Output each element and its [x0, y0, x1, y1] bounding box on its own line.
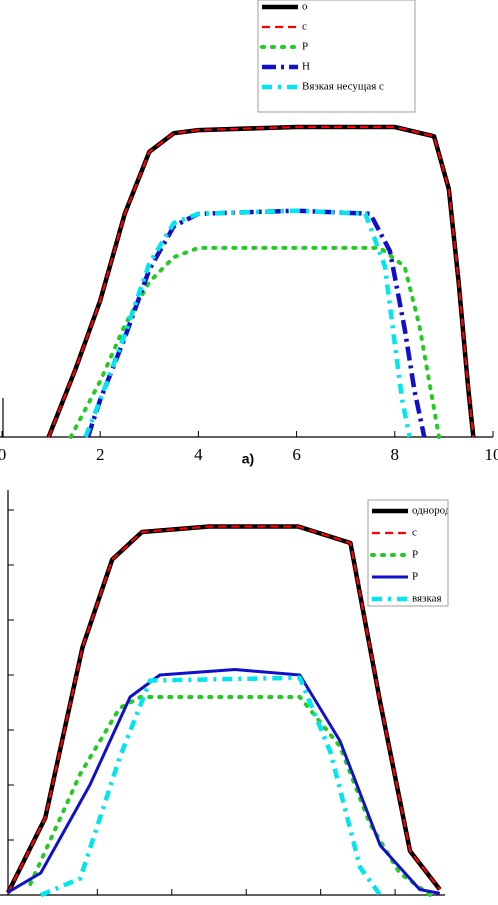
line-series [7, 525, 441, 894]
line-series [28, 695, 433, 897]
legend-box [367, 499, 449, 607]
legend-label: вязкая [412, 593, 442, 605]
line-series [47, 125, 475, 438]
legend-label: Р [412, 549, 418, 561]
x-tick-label: 8 [391, 445, 400, 464]
legend-label: Р [412, 571, 418, 583]
legend-label: о [302, 1, 308, 13]
x-tick-label: 0 [0, 445, 6, 464]
line-series [83, 208, 412, 438]
legend-label: Н [302, 61, 310, 73]
x-tick-label: 4 [194, 445, 203, 464]
legend-label: Р [302, 41, 308, 53]
line-series [68, 245, 441, 439]
line-series [46, 124, 476, 438]
legend-label: однородная м [412, 505, 476, 517]
caption: a) [242, 451, 254, 467]
line-series [85, 208, 427, 438]
legend-box [257, 0, 416, 113]
line-series [39, 675, 383, 898]
x-tick-label: 6 [292, 445, 301, 464]
x-tick-label: 10 [485, 445, 498, 464]
legend-label: Вязкая несущая с [302, 81, 384, 93]
x-tick-label: 2 [96, 445, 105, 464]
legend-label: с [412, 527, 417, 539]
legend-label: с [302, 21, 307, 33]
line-series [7, 668, 441, 895]
